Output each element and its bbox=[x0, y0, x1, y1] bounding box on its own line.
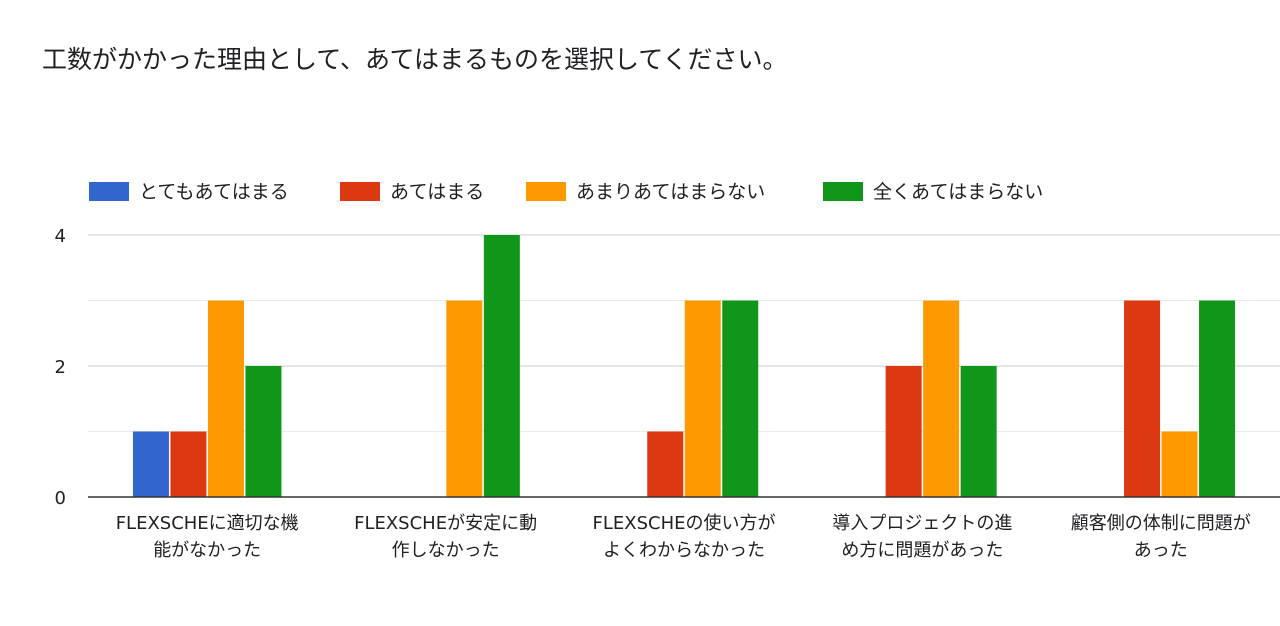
legend-swatch bbox=[89, 182, 129, 201]
bar bbox=[684, 300, 721, 497]
bar bbox=[446, 300, 483, 497]
bar bbox=[647, 431, 684, 497]
bar bbox=[483, 235, 520, 497]
legend-label: 全くあてはまらない bbox=[873, 181, 1043, 203]
grid-lines bbox=[88, 234, 1280, 432]
x-category-label: FLEXSCHEの使い方がよくわからなかった bbox=[593, 513, 776, 561]
legend: とてもあてはまる あてはまる あまりあてはまらない 全くあてはまらない bbox=[89, 181, 1043, 203]
legend-swatch bbox=[526, 182, 566, 201]
y-tick-label: 2 bbox=[55, 357, 66, 378]
bar bbox=[960, 366, 997, 497]
bar bbox=[1161, 431, 1198, 497]
bar bbox=[923, 300, 960, 497]
bar bbox=[1199, 300, 1236, 497]
x-category-label: 顧客側の体制に問題があった bbox=[1071, 513, 1251, 561]
legend-swatch bbox=[823, 182, 863, 201]
bar bbox=[170, 431, 207, 497]
legend-label: あてはまる bbox=[390, 181, 484, 203]
bar bbox=[245, 366, 282, 497]
y-tick-label: 0 bbox=[55, 488, 66, 509]
y-tick-label: 4 bbox=[55, 226, 66, 247]
question-title: 工数がかかった理由として、あてはまるものを選択してください。 bbox=[42, 45, 788, 74]
x-category-label: 導入プロジェクトの進め方に問題があった bbox=[832, 513, 1012, 561]
bar bbox=[722, 300, 759, 497]
legend-label: とてもあてはまる bbox=[139, 181, 289, 203]
bar bbox=[132, 431, 169, 497]
x-category-label: FLEXSCHEに適切な機能がなかった bbox=[116, 513, 299, 561]
legend-swatch bbox=[340, 182, 380, 201]
legend-label: あまりあてはまらない bbox=[576, 181, 765, 203]
bar bbox=[207, 300, 244, 497]
x-category-label: FLEXSCHEが安定に動作しなかった bbox=[354, 513, 537, 561]
bars bbox=[132, 235, 1236, 497]
bar bbox=[885, 366, 922, 497]
bar bbox=[1124, 300, 1161, 497]
axes: 0 2 4 FLEXSCHEに適切な機能がなかった FLEXSCHEが安定に動作しなかっ… bbox=[55, 226, 1280, 561]
